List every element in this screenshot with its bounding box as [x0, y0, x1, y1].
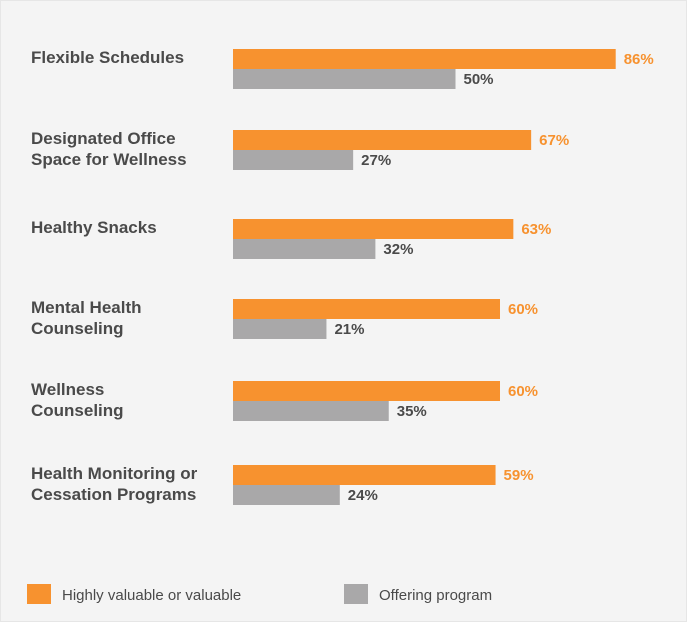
value-label-valuable: 63%	[521, 221, 551, 238]
value-label-offering: 21%	[334, 321, 364, 338]
category-label: Wellness Counseling	[31, 380, 124, 420]
value-label-valuable: 67%	[539, 132, 569, 149]
bar-offering	[233, 485, 340, 505]
value-label-offering: 32%	[383, 241, 413, 258]
value-label-valuable: 60%	[508, 383, 538, 400]
legend-swatch-offering	[344, 584, 368, 604]
bar-valuable	[233, 381, 500, 401]
category-label: Flexible Schedules	[31, 48, 184, 67]
value-label-valuable: 60%	[508, 301, 538, 318]
bar-valuable	[233, 49, 616, 69]
bar-valuable	[233, 130, 532, 150]
bar-valuable	[233, 299, 500, 319]
value-label-offering: 27%	[361, 152, 391, 169]
bar-offering	[233, 69, 456, 89]
value-label-valuable: 59%	[504, 467, 534, 484]
bar-offering	[233, 319, 327, 339]
value-label-offering: 35%	[397, 403, 427, 420]
value-label-valuable: 86%	[624, 51, 654, 68]
bar-offering	[233, 239, 376, 259]
bar-offering	[233, 401, 389, 421]
category-label: Health Monitoring or Cessation Programs	[31, 464, 198, 504]
bar-valuable	[233, 219, 514, 239]
legend-label-offering: Offering program	[379, 587, 492, 604]
category-label: Mental Health Counseling	[31, 298, 142, 338]
legend-swatch-valuable	[27, 584, 51, 604]
value-label-offering: 50%	[464, 71, 494, 88]
category-label: Designated Office Space for Wellness	[31, 129, 187, 169]
category-label: Healthy Snacks	[31, 218, 157, 237]
value-label-offering: 24%	[348, 487, 378, 504]
bar-offering	[233, 150, 354, 170]
legend-label-valuable: Highly valuable or valuable	[62, 587, 241, 604]
bar-valuable	[233, 465, 496, 485]
